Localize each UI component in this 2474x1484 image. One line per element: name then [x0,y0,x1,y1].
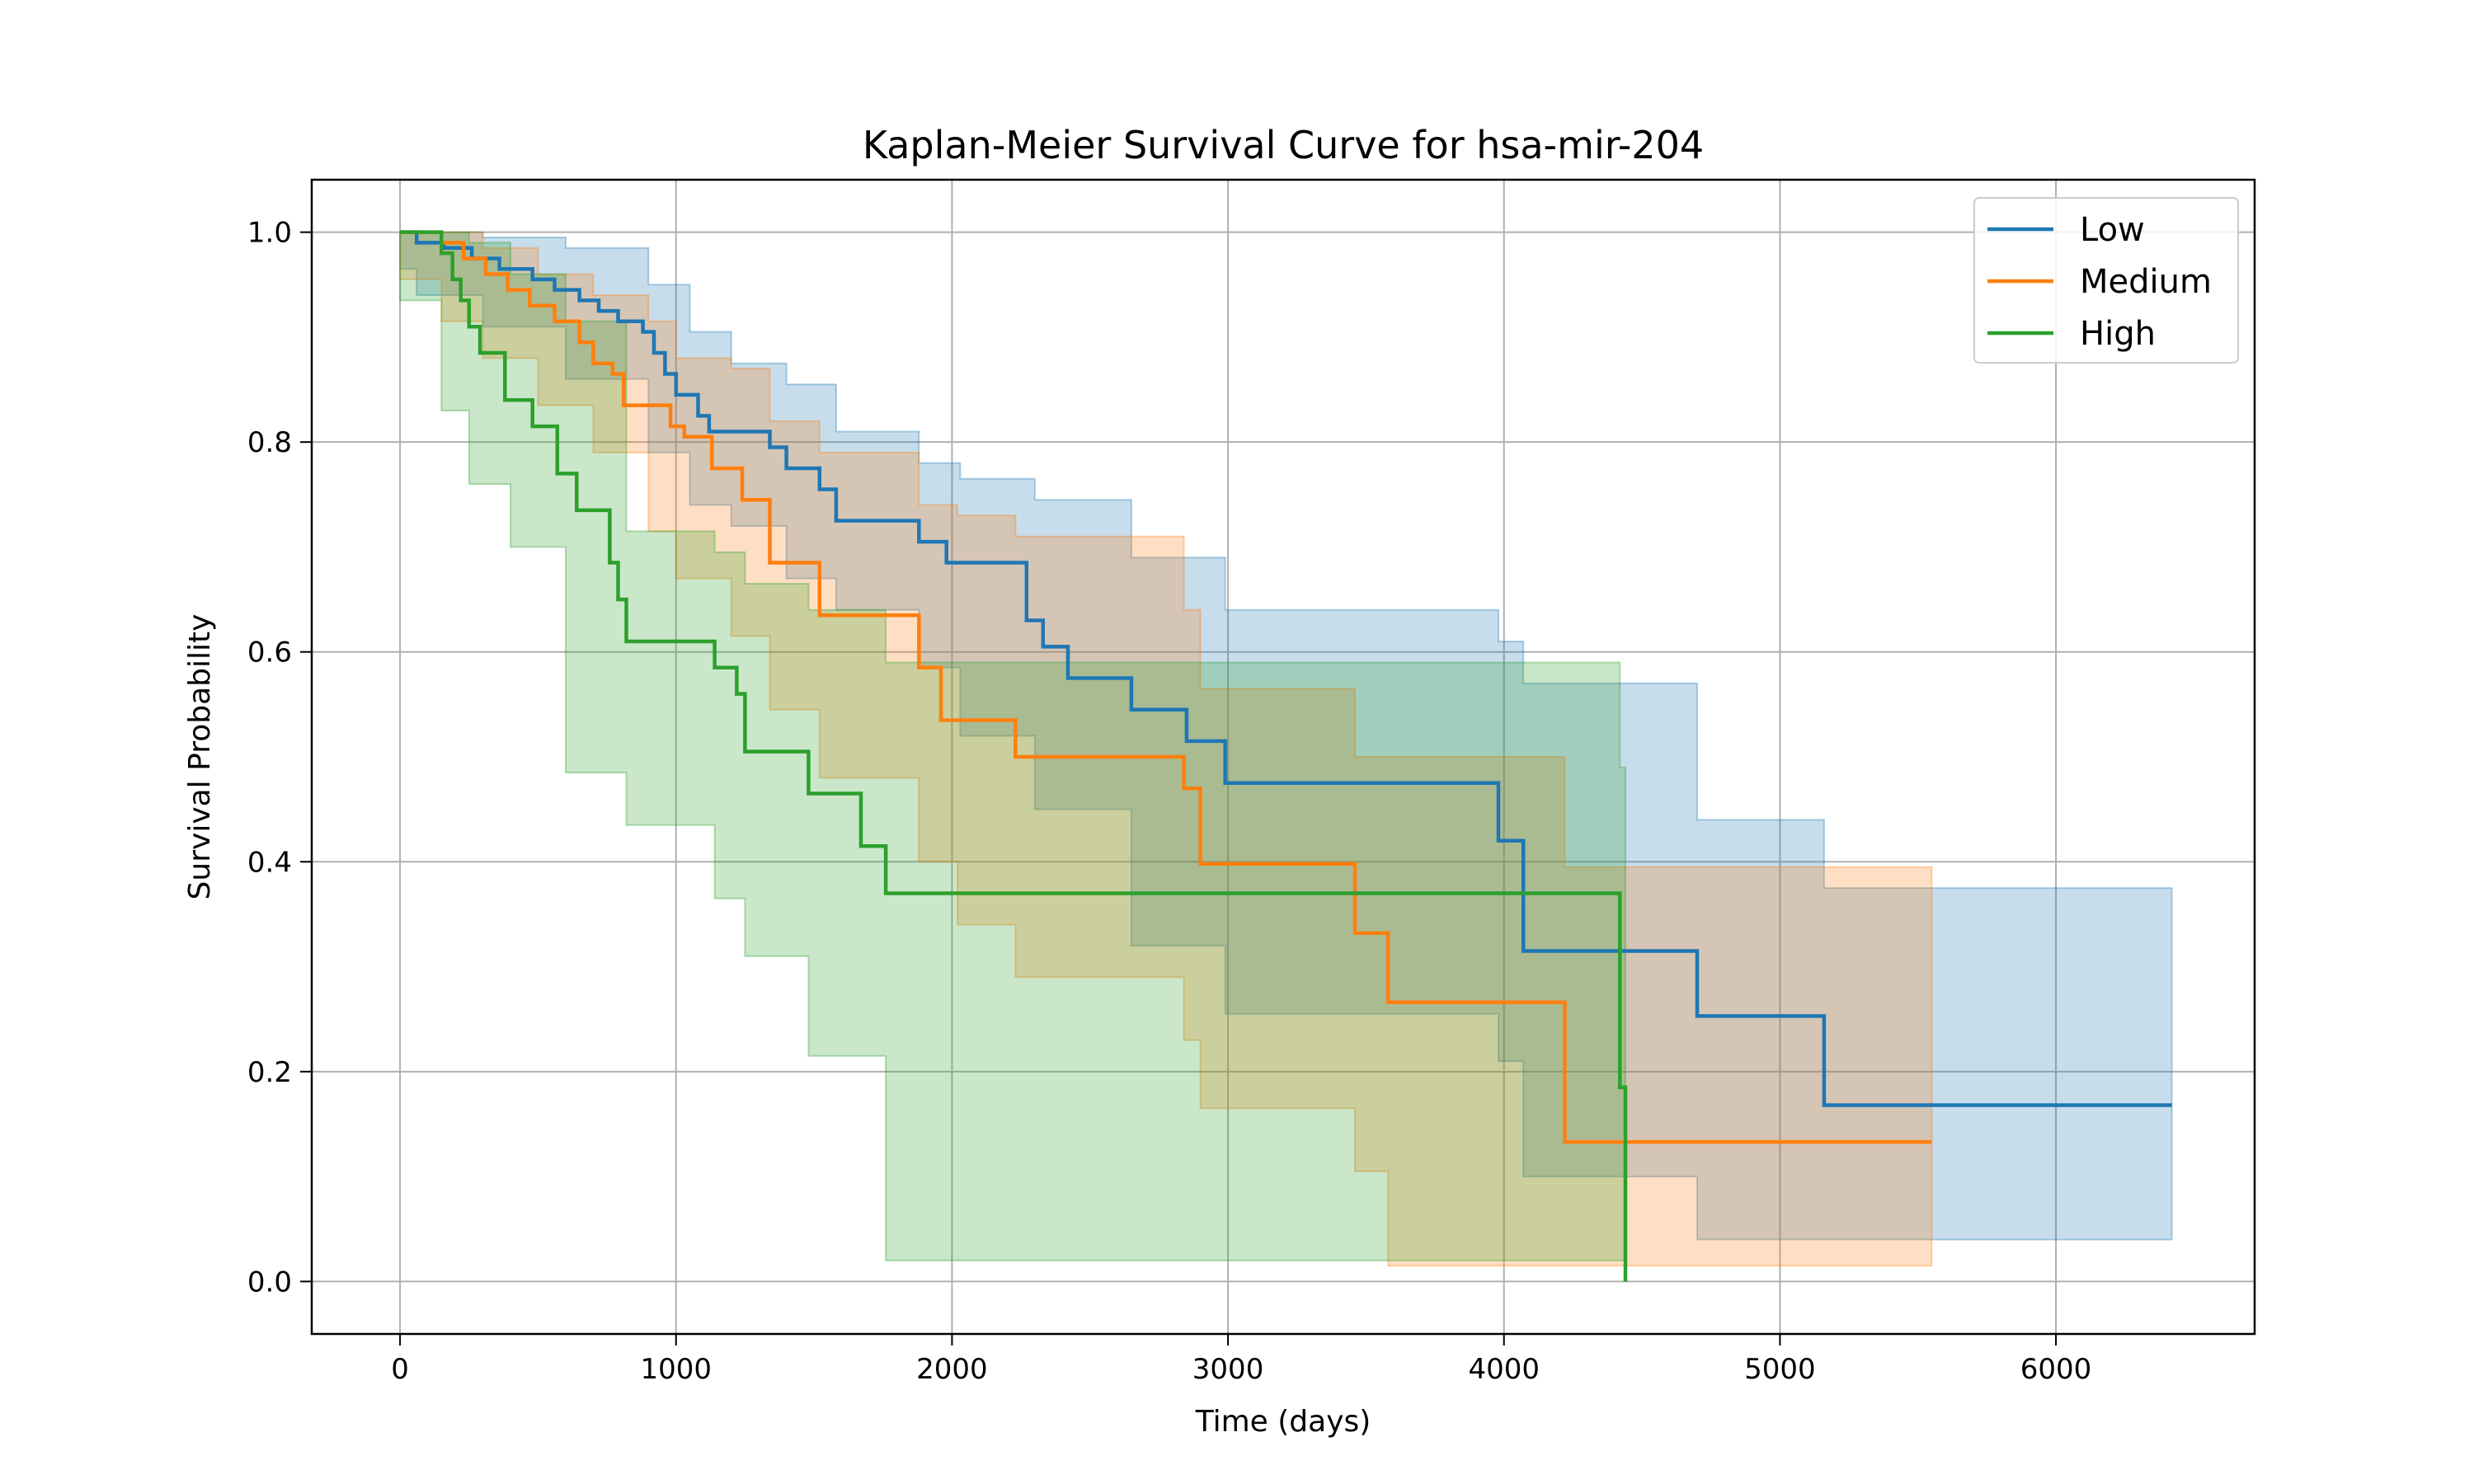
confidence-bands [399,231,2173,1267]
survival-line-low [400,230,2172,1107]
x-tick-label: 3000 [1192,1353,1264,1386]
survival-lines [400,230,2172,1282]
legend-box [1973,197,2239,364]
ci-band-low [399,231,2173,1241]
legend: Low Medium High [1973,197,2239,364]
axis-ticks: 0 1000 2000 3000 4000 5000 6000 0.0 0.2 0.4 0.6 0.8… [247,217,2091,1386]
grid-lines [312,180,2255,1334]
legend-label-low: Low [2080,211,2145,249]
y-tick-label: 0.2 [247,1056,292,1089]
x-tick-label: 2000 [916,1353,988,1386]
y-tick-label: 1.0 [247,217,292,250]
x-tick-label: 4000 [1468,1353,1540,1386]
y-tick-label: 0.0 [247,1266,292,1298]
ci-band-medium [399,231,1933,1267]
legend-label-high: High [2080,315,2156,353]
x-tick-label: 6000 [2020,1353,2092,1386]
y-axis-label: Survival Probability [183,614,217,900]
legend-label-medium: Medium [2080,263,2212,301]
plot-frame [310,178,2256,1336]
y-tick-label: 0.4 [247,846,292,879]
x-tick-label: 0 [391,1353,409,1386]
x-axis-label: Time (days) [1195,1405,1371,1439]
survival-line-medium [400,230,1932,1144]
y-tick-label: 0.8 [247,426,292,459]
x-tick-label: 1000 [640,1353,712,1386]
x-tick-label: 5000 [1744,1353,1816,1386]
y-tick-label: 0.6 [247,636,292,669]
chart-title: Kaplan-Meier Survival Curve for hsa-mir-… [863,123,1704,167]
survival-line-high [400,230,1628,1282]
